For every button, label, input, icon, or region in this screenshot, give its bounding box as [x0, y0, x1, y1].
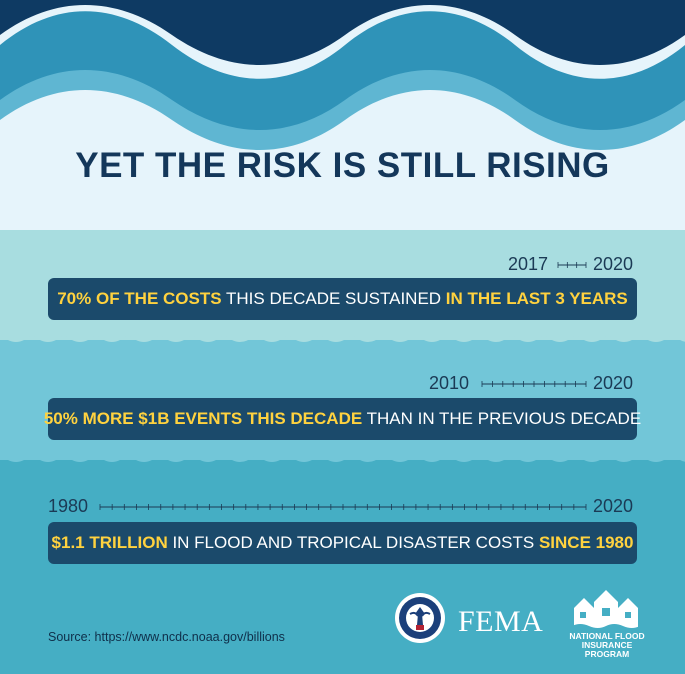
timeline-1980-2020	[99, 504, 587, 510]
source-citation: Source: https://www.ncdc.noaa.gov/billio…	[48, 630, 285, 644]
start-year-3: 1980	[48, 496, 89, 516]
highlight-text: SINCE 1980	[538, 533, 634, 552]
end-year-1: 2020	[593, 254, 634, 274]
nfip-house-icon	[572, 590, 640, 630]
stat-bar-events: 50% MORE $1B EVENTS THIS DECADE THAN IN …	[44, 398, 641, 440]
highlight-text: IN THE LAST 3 YEARS	[445, 289, 628, 308]
stat-bar-trillion: $1.1 TRILLION IN FLOOD AND TROPICAL DISA…	[48, 522, 637, 564]
wave-mid	[0, 11, 685, 130]
highlight-text: $1.1 TRILLION	[51, 533, 168, 552]
wave-navy	[0, 0, 685, 65]
start-year-1: 2017	[508, 254, 549, 274]
stat-text: THIS DECADE SUSTAINED	[221, 289, 446, 308]
timeline-2017-2020	[557, 262, 587, 268]
wave-scallop-middle	[0, 320, 685, 342]
stat-text: IN FLOOD AND TROPICAL DISASTER COSTS	[167, 533, 539, 552]
page-title: YET THE RISK IS STILL RISING	[75, 146, 610, 185]
fema-logo: FEMA	[458, 605, 544, 638]
wave-scallop-bottom	[0, 440, 685, 462]
end-year-3: 2020	[593, 496, 634, 516]
wave-scallop-top	[0, 200, 685, 230]
highlight-text: 50% MORE $1B EVENTS THIS DECADE	[43, 409, 363, 428]
start-year-2: 2010	[429, 373, 470, 393]
stat-bar-costs: 70% OF THE COSTS THIS DECADE SUSTAINED I…	[48, 278, 637, 320]
nfip-line-2: INSURANCE PROGRAM	[581, 640, 633, 659]
nfip-line-1: NATIONAL FLOOD	[569, 631, 645, 641]
highlight-text: 70% OF THE COSTS	[57, 289, 222, 308]
nfip-logo-text: NATIONAL FLOOD INSURANCE PROGRAM	[565, 632, 649, 659]
end-year-2: 2020	[593, 373, 634, 393]
stat-text: THAN IN THE PREVIOUS DECADE	[362, 409, 642, 428]
timeline-2010-2020	[481, 381, 587, 387]
dhs-seal-icon	[395, 593, 445, 643]
